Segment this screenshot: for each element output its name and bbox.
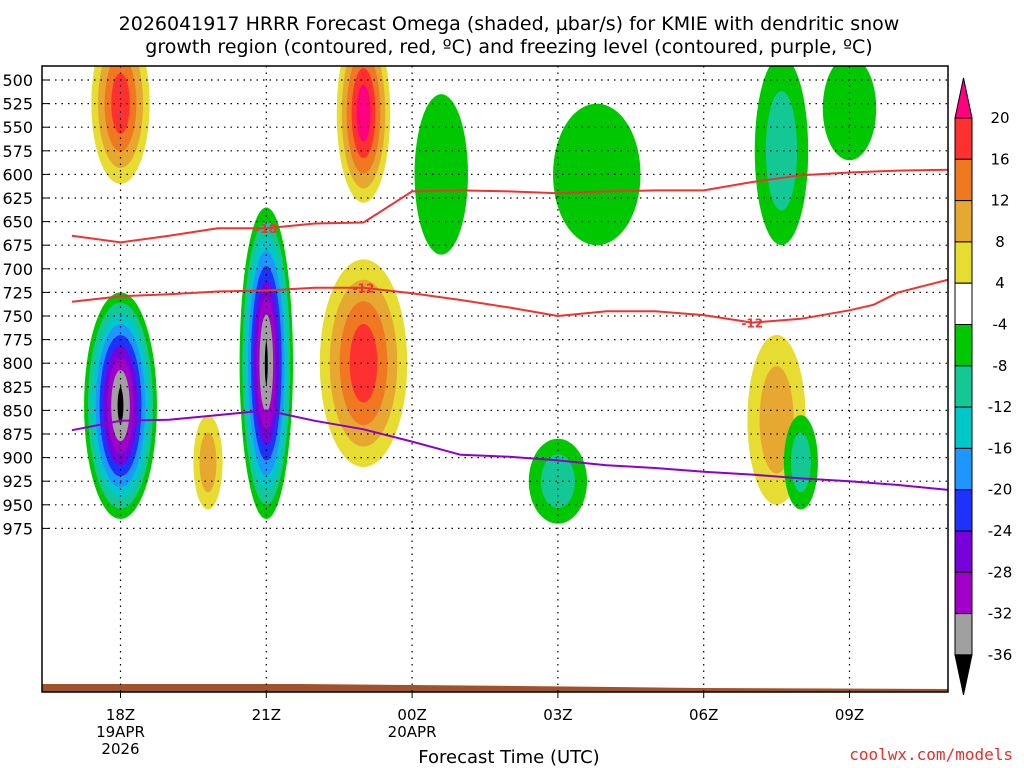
xtick-label-21Z: 21Z xyxy=(252,706,281,724)
ytick-label-875: 875 xyxy=(2,425,33,444)
upward-band-0045z-level-m4 xyxy=(414,94,468,255)
dgz-top-label: -18 xyxy=(255,222,277,236)
colorbar-label-20: 20 xyxy=(990,109,1009,127)
upward-cell-03z-level-m8 xyxy=(540,454,575,509)
colorbar-label-m20: -20 xyxy=(988,481,1013,499)
credit-text[interactable]: coolwx.com/models xyxy=(849,745,1013,764)
contour-lines: -18 -12 -12 xyxy=(71,168,948,491)
colorbar-band-11 xyxy=(954,530,973,573)
upward-band-07z-aloft-level-m8 xyxy=(765,91,798,211)
colorbar-label-m36: -36 xyxy=(988,646,1013,664)
ytick-label-925: 925 xyxy=(2,472,33,491)
colorbar-band-12 xyxy=(954,571,973,615)
ytick-label-800: 800 xyxy=(2,354,33,373)
colorbar-band-1 xyxy=(954,117,973,160)
ytick-label-750: 750 xyxy=(2,307,33,326)
ytick-label-900: 900 xyxy=(2,449,33,468)
dgz-bottom-label: -12 xyxy=(353,282,375,296)
plot-frame xyxy=(41,65,949,693)
xtick-label-03Z: 03Z xyxy=(543,706,572,724)
ground-terrain xyxy=(42,684,948,692)
ytick-label-575: 575 xyxy=(2,142,33,161)
xtick-year-18Z: 2026 xyxy=(101,740,139,758)
sinking-plume-23z-aloft-level-20 xyxy=(356,84,371,142)
dgz-bottom-label-2: -12 xyxy=(741,317,763,331)
ytick-label-975: 975 xyxy=(2,519,33,538)
colorbar-label-4: 4 xyxy=(995,274,1005,292)
plot-background xyxy=(42,66,948,692)
xtick-label-09Z: 09Z xyxy=(835,706,864,724)
ytick-label-625: 625 xyxy=(2,189,33,208)
chart-title-line1: 2026041917 HRRR Forecast Omega (shaded, … xyxy=(119,13,900,35)
freezing-level-contour xyxy=(71,409,948,491)
colorbar-band-2 xyxy=(954,158,973,202)
omega-shading xyxy=(84,66,877,524)
colorbar-label-m28: -28 xyxy=(988,563,1013,581)
colorbar-band-13 xyxy=(954,613,973,656)
colorbar-label-m16: -16 xyxy=(988,439,1013,457)
colorbar-band-6 xyxy=(954,324,973,367)
colorbar: 20 16 12 8 4 -4 -8 -12 -16 -20 -24 -28 -32 -36 xyxy=(954,77,1013,696)
ytick-label-675: 675 xyxy=(2,236,33,255)
xtick-label-06Z: 06Z xyxy=(689,706,718,724)
sinking-cell-2030z-level-8 xyxy=(199,432,217,493)
colorbar-band-7 xyxy=(954,365,973,408)
colorbar-band-8 xyxy=(954,406,973,449)
colorbar-label-16: 16 xyxy=(990,150,1009,168)
y-axis-ticks: 500 525 550 575 600 625 650 675 700 725 750 775 800 8… xyxy=(2,71,50,538)
colorbar-band-9 xyxy=(954,447,973,491)
colorbar-label-m8: -8 xyxy=(993,357,1008,375)
grid-lines xyxy=(42,66,948,692)
ytick-label-600: 600 xyxy=(2,165,33,184)
upward-cell-08z-level-m8 xyxy=(790,432,811,493)
chart-title-line2: growth region (contoured, red, ºC) and f… xyxy=(145,36,872,58)
colorbar-bottom-arrow xyxy=(954,654,973,696)
colorbar-top-arrow xyxy=(954,77,973,119)
xtick-date-18Z: 19APR xyxy=(96,723,145,741)
colorbar-label-m12: -12 xyxy=(988,398,1013,416)
ytick-label-950: 950 xyxy=(2,496,33,515)
ytick-label-850: 850 xyxy=(2,401,33,420)
upward-band-0830z-aloft-level-m4 xyxy=(822,66,877,161)
xtick-label-18Z: 18Z xyxy=(106,706,135,724)
colorbar-band-3 xyxy=(954,200,973,243)
x-axis-label: Forecast Time (UTC) xyxy=(418,747,599,768)
xtick-label-00Z: 00Z xyxy=(397,706,426,724)
xtick-date-00Z: 20APR xyxy=(388,723,437,741)
ytick-label-525: 525 xyxy=(2,95,33,114)
upward-band-0330z-level-m4 xyxy=(553,103,641,246)
colorbar-label-m24: -24 xyxy=(988,522,1013,540)
colorbar-band-4 xyxy=(954,241,973,284)
colorbar-band-10 xyxy=(954,489,973,532)
ytick-label-725: 725 xyxy=(2,283,33,302)
colorbar-label-m4: -4 xyxy=(993,316,1008,334)
colorbar-label-8: 8 xyxy=(995,233,1005,251)
colorbar-label-12: 12 xyxy=(990,192,1009,210)
ytick-label-700: 700 xyxy=(2,260,33,279)
dgz-bottom-contour xyxy=(71,278,948,324)
ytick-label-825: 825 xyxy=(2,378,33,397)
dgz-top-contour xyxy=(71,168,948,244)
upward-motion-core-18z-core xyxy=(112,380,129,431)
sinking-plume-23z-mid-level-16 xyxy=(349,323,378,403)
colorbar-band-5 xyxy=(954,282,973,326)
ytick-label-775: 775 xyxy=(2,331,33,350)
colorbar-label-m32: -32 xyxy=(988,605,1013,623)
ytick-label-650: 650 xyxy=(2,213,33,232)
ytick-label-500: 500 xyxy=(2,71,33,90)
ytick-label-550: 550 xyxy=(2,118,33,137)
